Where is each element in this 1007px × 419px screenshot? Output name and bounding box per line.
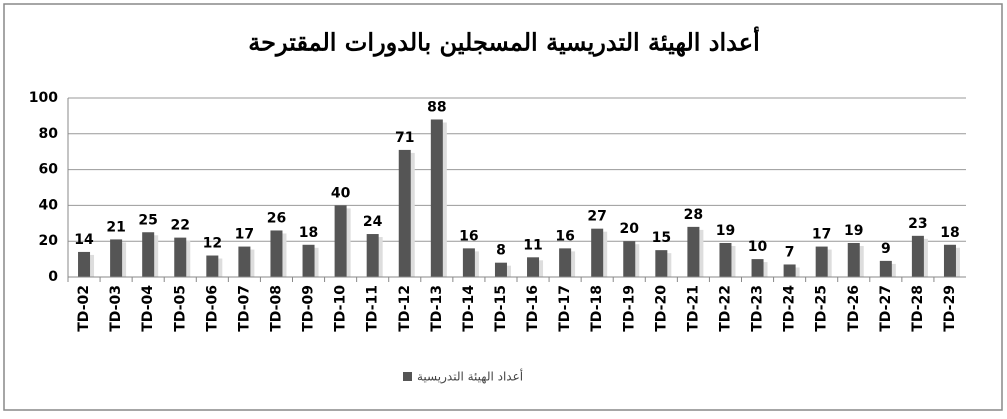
bar bbox=[142, 232, 155, 277]
bar bbox=[911, 235, 924, 277]
bar bbox=[334, 205, 347, 277]
bar bbox=[366, 234, 379, 277]
y-tick-label: 80 bbox=[39, 126, 59, 142]
data-label: 25 bbox=[138, 212, 157, 228]
data-label: 14 bbox=[74, 232, 94, 248]
chart-border bbox=[3, 3, 1003, 411]
x-tick-label: TD-16 bbox=[525, 285, 541, 332]
x-tick-label: TD-09 bbox=[301, 285, 317, 332]
data-label: 10 bbox=[748, 239, 768, 255]
bar bbox=[751, 259, 764, 277]
data-label: 20 bbox=[620, 221, 640, 237]
bar bbox=[110, 239, 123, 277]
y-tick-label: 60 bbox=[39, 162, 59, 178]
bar bbox=[494, 262, 507, 277]
x-tick-label: TD-19 bbox=[621, 285, 637, 332]
data-label: 24 bbox=[363, 214, 383, 230]
bar bbox=[174, 237, 187, 277]
data-label: 22 bbox=[171, 218, 190, 234]
bar bbox=[270, 230, 283, 277]
data-label: 16 bbox=[459, 228, 478, 244]
data-label: 71 bbox=[395, 130, 414, 146]
data-label: 9 bbox=[881, 241, 891, 257]
x-tick-label: TD-12 bbox=[397, 285, 413, 332]
data-label: 27 bbox=[587, 209, 606, 225]
bar bbox=[591, 228, 604, 277]
bar bbox=[462, 248, 475, 277]
bar bbox=[398, 149, 411, 277]
x-tick-label: TD-27 bbox=[878, 285, 894, 332]
x-tick-label: TD-05 bbox=[172, 285, 188, 332]
data-label: 21 bbox=[106, 219, 125, 235]
x-tick-label: TD-21 bbox=[685, 285, 701, 332]
x-tick-label: TD-07 bbox=[236, 285, 252, 332]
bar bbox=[623, 241, 636, 277]
x-tick-label: TD-22 bbox=[717, 285, 733, 332]
x-tick-label: TD-10 bbox=[333, 285, 349, 332]
bar bbox=[206, 255, 219, 277]
data-label: 7 bbox=[785, 244, 795, 260]
x-tick-label: TD-08 bbox=[268, 285, 284, 332]
bar bbox=[719, 242, 732, 277]
bar bbox=[238, 246, 251, 277]
data-label: 17 bbox=[812, 227, 831, 243]
bar bbox=[302, 244, 315, 277]
bar bbox=[815, 246, 828, 277]
x-tick-label: TD-04 bbox=[140, 285, 156, 332]
data-label: 12 bbox=[203, 236, 222, 252]
data-label: 18 bbox=[299, 225, 318, 241]
data-label: 18 bbox=[940, 225, 959, 241]
data-label: 19 bbox=[844, 223, 863, 239]
y-tick-label: 20 bbox=[39, 233, 59, 249]
bar bbox=[943, 244, 956, 277]
bar bbox=[783, 264, 796, 277]
x-tick-label: TD-06 bbox=[204, 285, 220, 332]
y-tick-label: 0 bbox=[48, 269, 58, 285]
x-tick-label: TD-23 bbox=[750, 285, 766, 332]
data-label: 40 bbox=[331, 185, 351, 201]
data-label: 11 bbox=[523, 237, 542, 253]
x-tick-label: TD-03 bbox=[108, 285, 124, 332]
x-tick-label: TD-15 bbox=[493, 285, 509, 332]
x-tick-label: TD-25 bbox=[814, 285, 830, 332]
data-label: 23 bbox=[908, 216, 927, 232]
bar bbox=[559, 248, 572, 277]
y-tick-label: 40 bbox=[39, 197, 59, 213]
bar bbox=[527, 257, 540, 277]
data-label: 8 bbox=[496, 243, 506, 259]
x-tick-label: TD-24 bbox=[782, 285, 798, 332]
chart-title: أعداد الهيئة التدريسية المسجلين بالدورات… bbox=[248, 25, 759, 58]
bar bbox=[847, 242, 860, 277]
x-tick-label: TD-29 bbox=[942, 285, 958, 332]
x-tick-label: TD-28 bbox=[910, 285, 926, 332]
legend-label: أعداد الهيئة التدريسية bbox=[417, 369, 523, 385]
y-tick-label: 100 bbox=[29, 90, 58, 106]
x-tick-label: TD-13 bbox=[429, 285, 445, 332]
x-tick-label: TD-18 bbox=[589, 285, 605, 332]
x-tick-label: TD-26 bbox=[846, 285, 862, 332]
data-label: 88 bbox=[427, 99, 446, 115]
data-label: 28 bbox=[684, 207, 703, 223]
bar bbox=[879, 260, 892, 277]
x-tick-label: TD-11 bbox=[365, 285, 381, 332]
bar bbox=[655, 250, 668, 277]
legend-swatch bbox=[403, 372, 412, 381]
x-tick-label: TD-02 bbox=[76, 285, 92, 332]
bar bbox=[430, 119, 443, 277]
data-label: 19 bbox=[716, 223, 735, 239]
x-tick-label: TD-17 bbox=[557, 285, 573, 332]
data-label: 15 bbox=[652, 230, 671, 246]
x-tick-label: TD-14 bbox=[461, 285, 477, 332]
data-label: 17 bbox=[235, 227, 254, 243]
data-label: 26 bbox=[267, 210, 286, 226]
bar bbox=[687, 226, 700, 277]
bar bbox=[78, 251, 91, 277]
data-label: 16 bbox=[555, 228, 574, 244]
x-tick-label: TD-20 bbox=[653, 285, 669, 332]
